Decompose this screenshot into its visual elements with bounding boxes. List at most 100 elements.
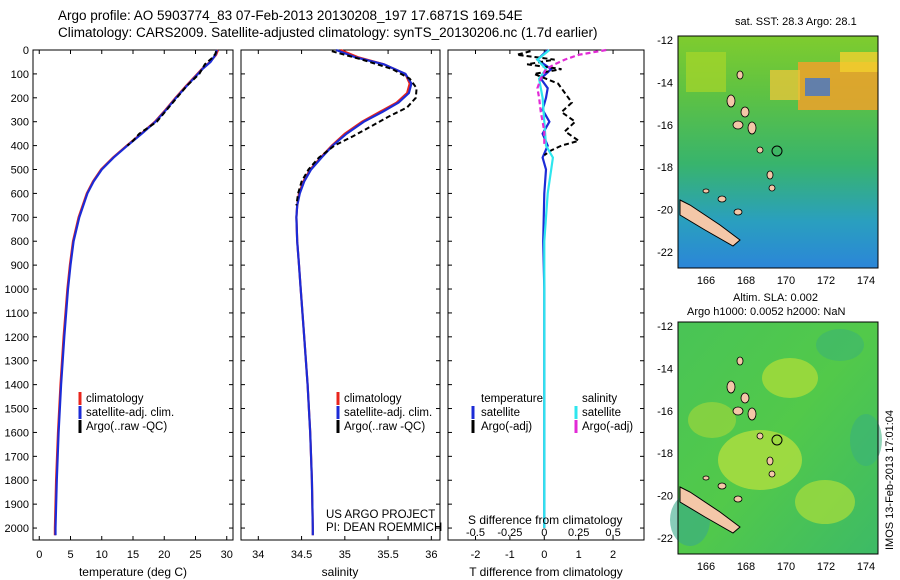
lon-tick-label: 172 [817,561,835,573]
sst-cool-patch [805,78,830,96]
temperature-panel-frame [32,49,234,541]
temperature-legend: climatology satellite-adj. clim. Argo(..… [78,392,174,433]
lat-tick-label: -18 [657,162,673,174]
x-tick-label: 30 [221,549,233,561]
legend-heading-temperature: temperature [481,393,543,405]
lat-tick-label: -22 [657,247,673,259]
series-satellite-adj-clim- [54,49,218,536]
lon-tick-label: 168 [737,561,755,573]
x-tick-label: 36 [425,549,437,561]
s-difference-axis-label: S difference from climatology [468,513,623,527]
legend-label: climatology [86,393,144,405]
s-tick-label: -0.5 [466,527,485,539]
legend-label: Argo(..raw -QC) [344,421,425,433]
y-tick-label: 1500 [5,404,29,416]
y-tick-label: 1000 [5,284,29,296]
y-tick-label: 200 [11,93,29,105]
x-tick-label: 10 [96,549,108,561]
x-tick-label: 5 [67,549,73,561]
y-tick-label: 1400 [5,380,29,392]
sla-map-frame [677,321,879,555]
y-tick-label: 1100 [5,308,29,320]
sst-map [677,35,879,269]
salinity-panel-frame [240,49,441,541]
legend-label: Argo(..raw -QC) [86,421,167,433]
legend-label: satellite-adj. clim. [86,407,174,419]
argo-height-title: Argo h1000: 0.0052 h2000: NaN [687,306,846,318]
x-tick-label: 34 [252,549,264,561]
lat-tick-label: -20 [657,491,673,503]
y-tick-label: 2000 [5,523,29,535]
sla-high-patch [718,430,802,490]
y-tick-label: 500 [11,165,29,177]
series-argo [295,50,418,206]
temperature-axis-label: temperature (deg C) [79,565,187,579]
sla-low-patch [850,414,882,466]
x-tick-label: 20 [158,549,170,561]
y-tick-label: 600 [11,188,29,200]
lat-tick-label: -12 [657,35,673,47]
lat-tick-label: -14 [657,77,673,89]
argo-float-marker [771,145,783,157]
lat-tick-label: -16 [657,406,673,418]
lon-tick-label: 174 [857,275,875,287]
y-tick-label: 1300 [5,356,29,368]
pi-annotation: PI: DEAN ROEMMICH [326,522,442,534]
lat-tick-label: -16 [657,120,673,132]
climatology-title: Climatology: CARS2009. Satellite-adjuste… [58,25,598,40]
s-tick-label: 0.5 [605,527,620,539]
lon-tick-label: 172 [817,275,835,287]
s-tick-label: -0.25 [497,527,522,539]
sst-warm-patch [770,70,800,100]
lat-tick-label: -20 [657,205,673,217]
vanuatu-islands [702,356,776,503]
imos-timestamp: IMOS 13-Feb-2013 17:01:04 [884,409,896,550]
legend-label: satellite-adj. clim. [344,407,432,419]
lon-tick-label: 168 [737,275,755,287]
legend-label: Argo(-adj) [582,421,633,433]
lon-tick-label: 170 [777,561,795,573]
lat-tick-label: -18 [657,448,673,460]
sla-map [670,321,882,555]
vanuatu-islands [702,70,776,216]
lat-tick-label: -22 [657,533,673,545]
x-tick-label: 25 [189,549,201,561]
x-tick-label: -2 [471,549,481,561]
sst-map-frame [677,35,879,269]
series-s-argo [536,48,607,146]
legend-label: satellite [481,407,520,419]
x-tick-label: 0 [541,549,547,561]
y-tick-label: 100 [11,69,29,81]
difference-panel-frame [447,49,645,541]
lat-tick-label: -12 [657,321,673,333]
y-tick-label: 700 [11,212,29,224]
y-tick-label: 400 [11,141,29,153]
project-annotation: US ARGO PROJECT [326,509,435,521]
lat-tick-label: -14 [657,363,673,375]
legend-label: Argo(-adj) [481,421,532,433]
profile-title: Argo profile: AO 5903774_83 07-Feb-2013 … [58,8,523,23]
s-tick-label: 0.25 [568,527,589,539]
sla-high-patch [795,480,855,524]
sla-high-patch [762,358,818,398]
salinity-legend: climatology satellite-adj. clim. Argo(..… [336,392,432,433]
y-tick-label: 300 [11,117,29,129]
sst-warm-patch [840,52,878,72]
x-tick-label: 0 [36,549,42,561]
lon-tick-label: 170 [777,275,795,287]
legend-heading-salinity: salinity [582,393,617,405]
new-caledonia-island [679,486,741,534]
t-difference-axis-label: T difference from climatology [469,565,623,579]
sla-high-patch [688,402,736,438]
series-s-satellite [535,49,555,528]
sla-low-patch [816,329,864,361]
y-tick-label: 1900 [5,499,29,511]
x-tick-label: 15 [127,549,139,561]
y-tick-label: 1600 [5,427,29,439]
y-tick-label: 800 [11,236,29,248]
x-tick-label: -1 [505,549,515,561]
x-tick-label: 2 [610,549,616,561]
lon-tick-label: 166 [697,561,715,573]
difference-legend: temperature satellite Argo(-adj) salinit… [471,393,633,433]
